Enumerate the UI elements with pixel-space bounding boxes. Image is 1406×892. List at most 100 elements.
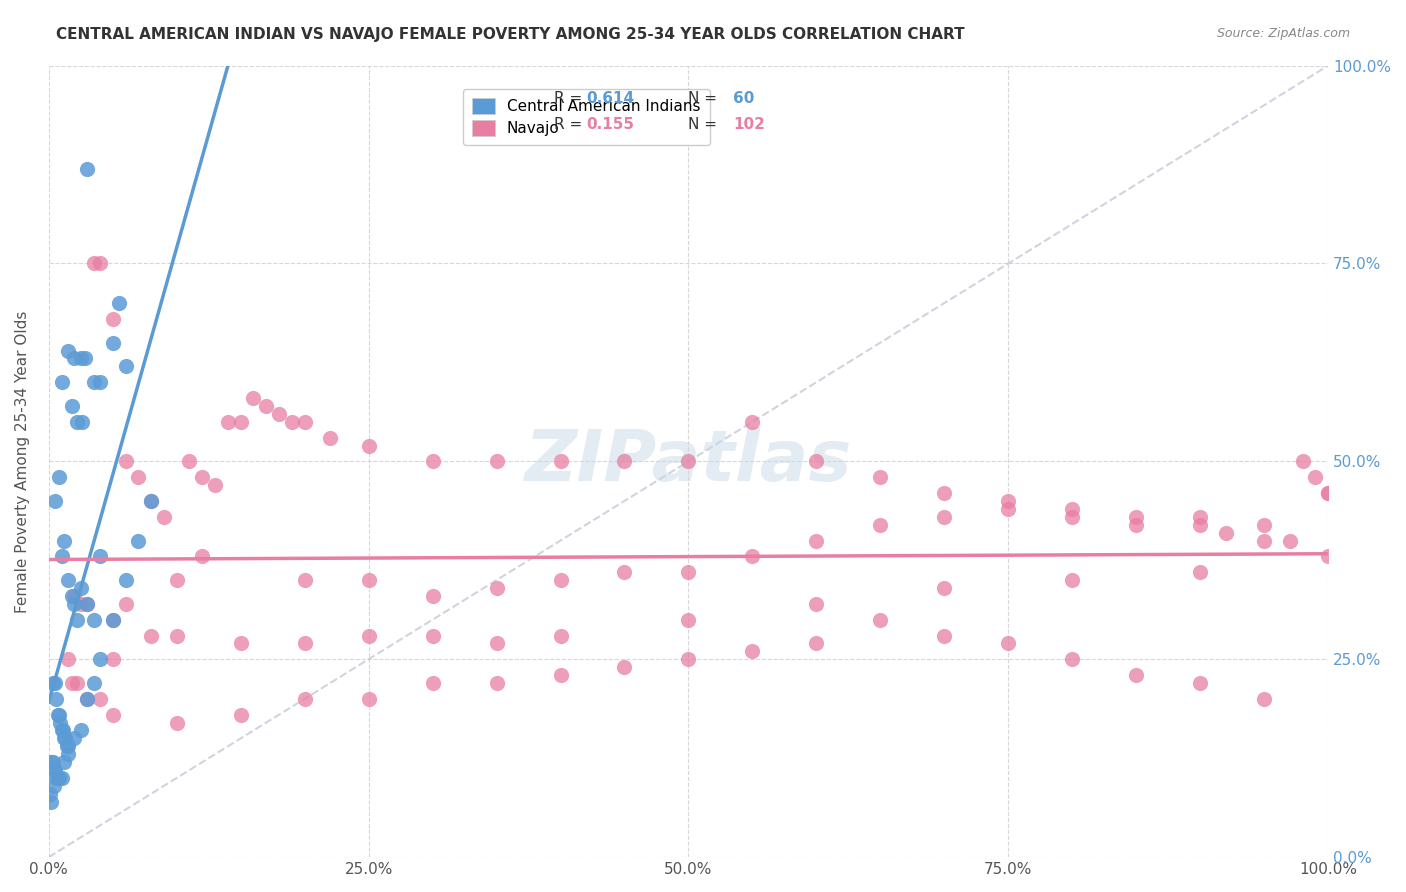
Point bbox=[42, 779, 65, 793]
Point bbox=[678, 565, 700, 579]
Point bbox=[56, 652, 79, 666]
Point bbox=[294, 691, 316, 706]
Point bbox=[422, 454, 444, 468]
Point bbox=[357, 573, 380, 587]
Point bbox=[83, 256, 105, 270]
Point bbox=[69, 597, 91, 611]
Point bbox=[869, 470, 891, 484]
Point bbox=[1189, 509, 1212, 524]
Point bbox=[217, 415, 239, 429]
Point bbox=[1189, 517, 1212, 532]
Point bbox=[51, 771, 73, 785]
Point bbox=[56, 343, 79, 358]
Point bbox=[44, 494, 66, 508]
Point bbox=[56, 747, 79, 762]
Point bbox=[56, 573, 79, 587]
Point bbox=[114, 573, 136, 587]
Point bbox=[1125, 509, 1147, 524]
Point bbox=[191, 470, 214, 484]
Point bbox=[550, 454, 572, 468]
Point bbox=[45, 691, 67, 706]
Point bbox=[60, 676, 83, 690]
Point bbox=[254, 399, 277, 413]
Point bbox=[66, 415, 89, 429]
Point bbox=[51, 723, 73, 738]
Point bbox=[613, 660, 636, 674]
Point bbox=[114, 597, 136, 611]
Point bbox=[678, 454, 700, 468]
Point bbox=[166, 628, 188, 642]
Point bbox=[806, 533, 828, 548]
Point bbox=[41, 755, 63, 769]
Point bbox=[51, 549, 73, 564]
Point bbox=[357, 691, 380, 706]
Point bbox=[934, 628, 956, 642]
Point bbox=[39, 787, 62, 801]
Text: N =: N = bbox=[689, 118, 723, 133]
Point bbox=[63, 597, 86, 611]
Point bbox=[45, 771, 67, 785]
Point bbox=[934, 581, 956, 595]
Point bbox=[357, 438, 380, 452]
Point bbox=[294, 415, 316, 429]
Point bbox=[127, 470, 149, 484]
Point bbox=[69, 351, 91, 366]
Point bbox=[806, 454, 828, 468]
Point bbox=[741, 415, 763, 429]
Point bbox=[48, 771, 70, 785]
Point bbox=[55, 731, 77, 746]
Point bbox=[46, 707, 69, 722]
Point bbox=[1317, 486, 1340, 500]
Text: N =: N = bbox=[689, 91, 723, 106]
Point bbox=[204, 478, 226, 492]
Point bbox=[806, 597, 828, 611]
Point bbox=[101, 613, 124, 627]
Point bbox=[1317, 549, 1340, 564]
Point bbox=[63, 589, 86, 603]
Point bbox=[63, 351, 86, 366]
Point bbox=[139, 628, 162, 642]
Point bbox=[89, 256, 111, 270]
Point bbox=[101, 335, 124, 350]
Point bbox=[55, 739, 77, 754]
Point bbox=[83, 375, 105, 389]
Point bbox=[56, 739, 79, 754]
Text: 102: 102 bbox=[733, 118, 765, 133]
Point bbox=[1291, 454, 1313, 468]
Legend: Central American Indians, Navajo: Central American Indians, Navajo bbox=[463, 89, 710, 145]
Point bbox=[806, 636, 828, 650]
Point bbox=[49, 715, 72, 730]
Point bbox=[191, 549, 214, 564]
Point bbox=[1189, 676, 1212, 690]
Point bbox=[83, 676, 105, 690]
Point bbox=[1062, 573, 1084, 587]
Point bbox=[550, 628, 572, 642]
Y-axis label: Female Poverty Among 25-34 Year Olds: Female Poverty Among 25-34 Year Olds bbox=[15, 310, 30, 613]
Point bbox=[741, 549, 763, 564]
Point bbox=[39, 795, 62, 809]
Text: Source: ZipAtlas.com: Source: ZipAtlas.com bbox=[1216, 27, 1350, 40]
Point bbox=[242, 391, 264, 405]
Point bbox=[678, 652, 700, 666]
Text: 0.155: 0.155 bbox=[586, 118, 634, 133]
Point bbox=[422, 628, 444, 642]
Point bbox=[53, 533, 76, 548]
Point bbox=[42, 763, 65, 777]
Point bbox=[1189, 565, 1212, 579]
Point bbox=[44, 676, 66, 690]
Point bbox=[101, 312, 124, 326]
Point bbox=[46, 771, 69, 785]
Point bbox=[52, 723, 75, 738]
Point bbox=[485, 636, 508, 650]
Point bbox=[63, 731, 86, 746]
Point bbox=[229, 636, 252, 650]
Point bbox=[139, 494, 162, 508]
Point bbox=[319, 431, 342, 445]
Point bbox=[1125, 517, 1147, 532]
Point bbox=[229, 707, 252, 722]
Point bbox=[83, 613, 105, 627]
Point bbox=[869, 517, 891, 532]
Point bbox=[485, 581, 508, 595]
Point bbox=[613, 565, 636, 579]
Point bbox=[127, 533, 149, 548]
